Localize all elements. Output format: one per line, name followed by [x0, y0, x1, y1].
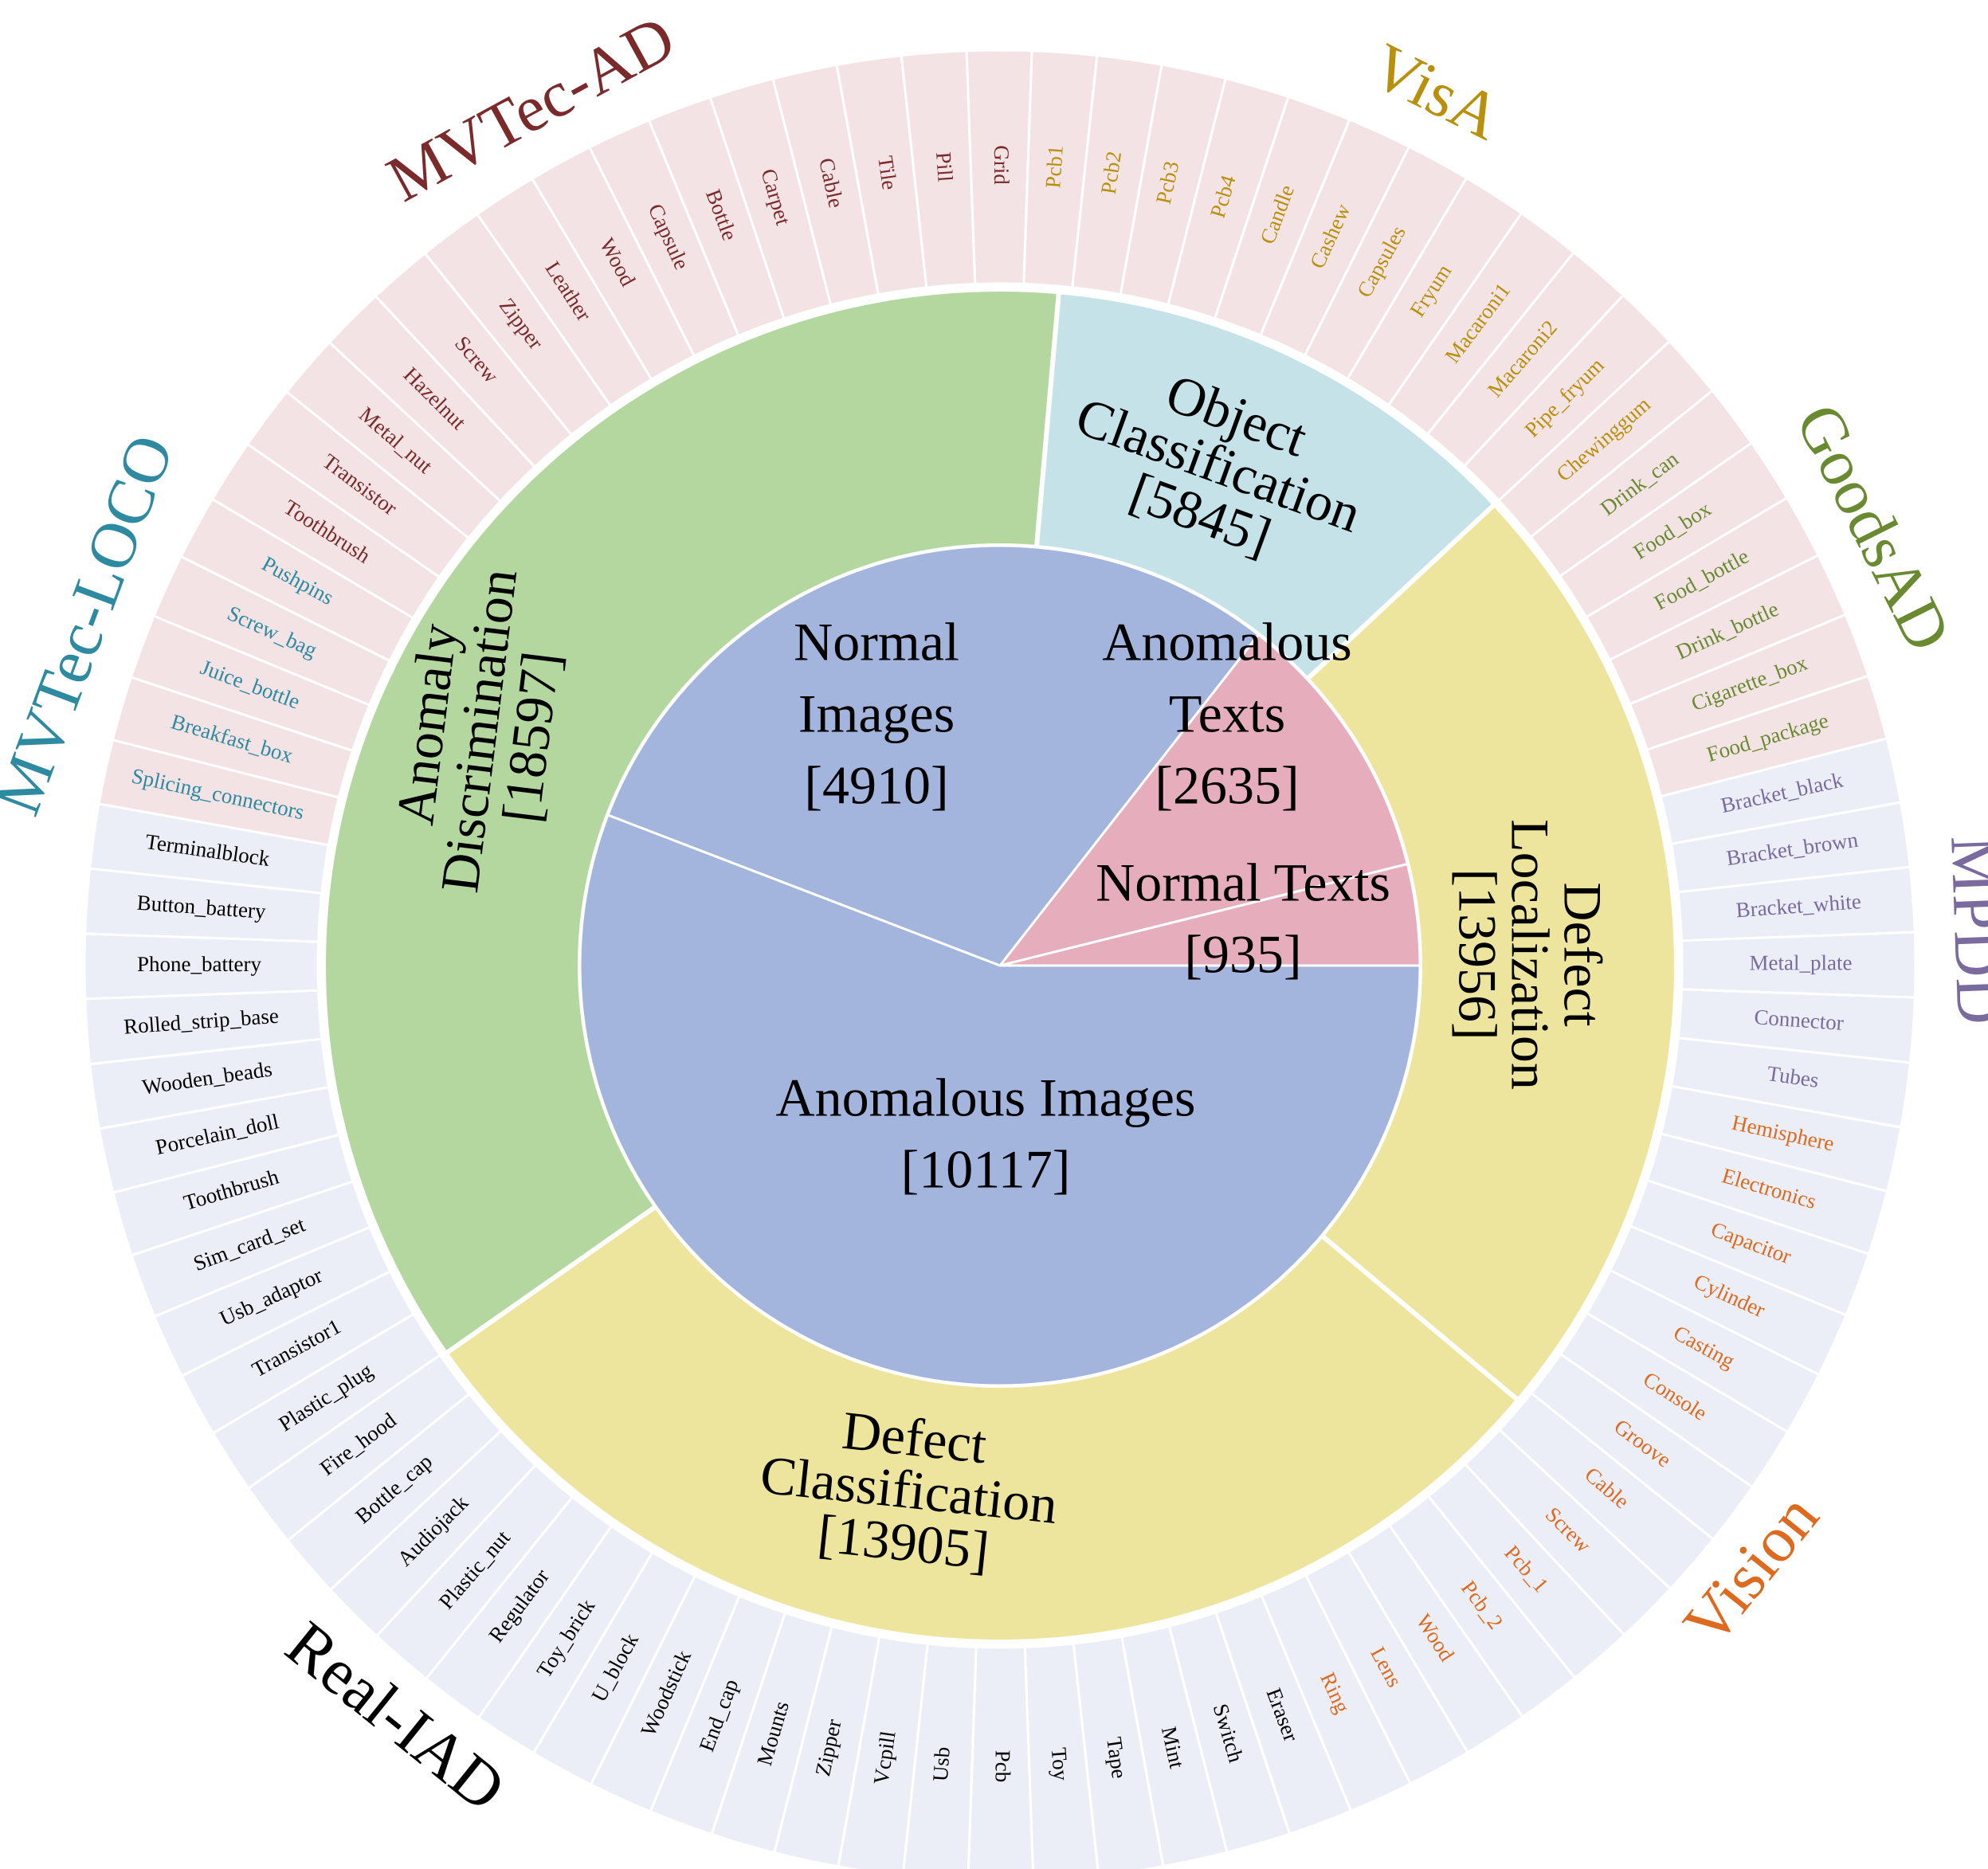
inner-wedge	[606, 544, 1261, 967]
category-label: Pill	[931, 151, 958, 183]
inner-ring-count: [935]	[1184, 924, 1301, 985]
category-label: Tile	[873, 155, 902, 191]
category-label: Tape	[1102, 1735, 1131, 1780]
inner-ring-label-text: Normal Texts	[1096, 852, 1390, 913]
inner-ring-count: [10117]	[901, 1139, 1071, 1200]
category-label: Usb	[928, 1746, 955, 1783]
inner-ring-label: Anomalous Images [10117]	[776, 1068, 1196, 1200]
inner-ring-label-text: Anomalous	[1102, 612, 1352, 672]
middle-ring-count: [13956]	[1447, 868, 1508, 1040]
inner-ring-count: [2635]	[1155, 755, 1299, 816]
inner-ring-label: Anomalous Texts [2635]	[1102, 612, 1352, 816]
middle-ring-label-line: Defect	[1552, 882, 1613, 1026]
inner-ring-label-text: Texts	[1169, 684, 1285, 744]
category-label: Pcb	[991, 1750, 1015, 1783]
dataset-label: MPDD	[1937, 834, 1988, 1025]
inner-ring	[578, 544, 1421, 1387]
middle-ring-label-line: Defect	[840, 1400, 990, 1475]
inner-wedge	[997, 633, 1410, 968]
inner-ring-label-text: Anomalous Images	[776, 1068, 1196, 1128]
category-label: Grid	[990, 145, 1014, 185]
inner-ring-label-text: Images	[798, 684, 955, 744]
category-label: Metal_plate	[1750, 950, 1853, 974]
inner-ring-label-text: Normal	[794, 612, 959, 672]
middle-ring-label-line: Localization	[1500, 819, 1560, 1090]
category-label: Pcb1	[1041, 144, 1068, 189]
inner-ring-count: [4910]	[804, 755, 948, 816]
inner-ring-label: Normal Images [4910]	[794, 612, 959, 816]
outer-ring	[83, 49, 1917, 1869]
category-label: Toy	[1047, 1746, 1073, 1781]
inner-ring-labels: Normal Images [4910] Anomalous Texts [2635] No…	[776, 612, 1390, 1200]
middle-ring	[321, 287, 1679, 1645]
inner-ring-label: Normal Texts [935]	[1096, 852, 1390, 985]
category-label: Phone_battery	[137, 952, 261, 976]
category-wedge	[179, 497, 415, 663]
inner-wedge	[578, 813, 1421, 1387]
